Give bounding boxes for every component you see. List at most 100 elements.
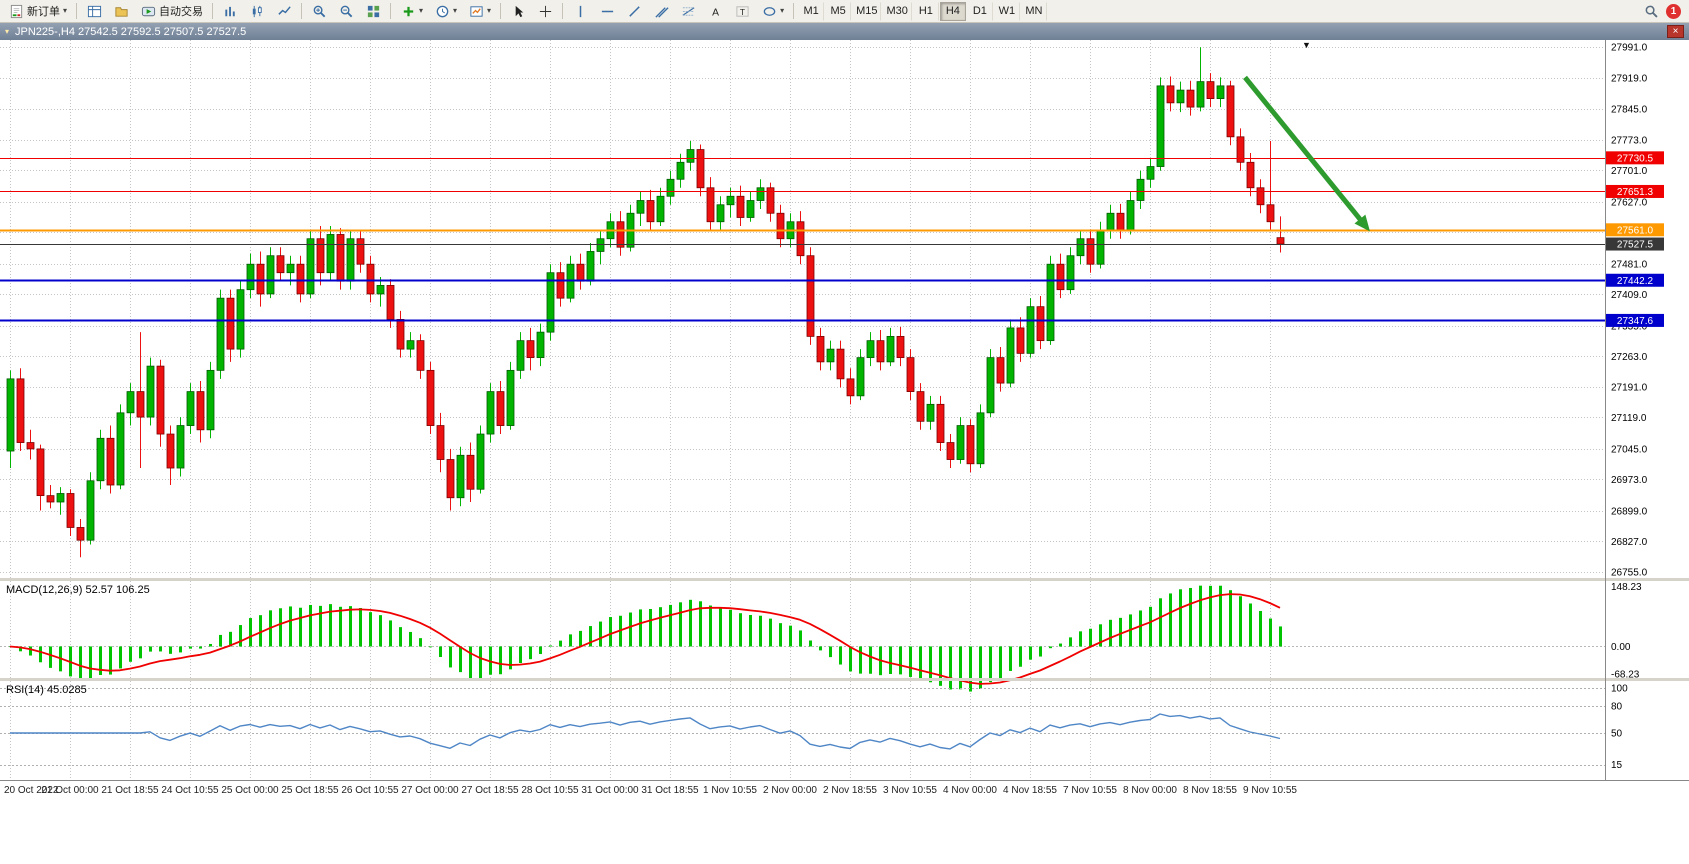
bar-chart-icon [222, 3, 238, 19]
zoom-out-button[interactable] [333, 1, 359, 21]
chart-menu-icon[interactable]: ▾ [5, 27, 10, 36]
new-order-button[interactable]: 新订单 ▾ [3, 1, 72, 21]
cursor-button[interactable] [505, 1, 531, 21]
svg-text:27919.0: 27919.0 [1611, 73, 1648, 84]
chart-title: JPN225-,H4 27542.5 27592.5 27507.5 27527… [15, 25, 247, 38]
shapes-button[interactable]: ▾ [756, 1, 789, 21]
svg-text:26755.0: 26755.0 [1611, 568, 1648, 579]
timeframe-m5[interactable]: M5 [825, 1, 852, 21]
panel-splitter[interactable] [0, 578, 1689, 581]
svg-text:27191.0: 27191.0 [1611, 382, 1648, 393]
svg-text:26899.0: 26899.0 [1611, 506, 1648, 517]
svg-text:0.00: 0.00 [1611, 642, 1631, 653]
svg-text:A: A [712, 7, 719, 18]
svg-text:26973.0: 26973.0 [1611, 475, 1648, 486]
new-order-icon [8, 3, 24, 19]
toolbar-separator [76, 3, 78, 19]
zoom-in-icon [311, 3, 327, 19]
templates-button[interactable]: ▾ [463, 1, 496, 21]
chevron-down-icon: ▾ [63, 6, 68, 15]
crosshair-button[interactable] [532, 1, 558, 21]
indicators-button[interactable]: ▾ [395, 1, 428, 21]
panel-splitter[interactable] [0, 678, 1689, 681]
candlestick-chart-button[interactable] [244, 1, 270, 21]
svg-text:27773.0: 27773.0 [1611, 135, 1648, 146]
svg-text:148.23: 148.23 [1611, 582, 1642, 593]
autotrading-button[interactable]: 自动交易 [135, 1, 208, 21]
toolbar-separator [212, 3, 214, 19]
svg-text:27627.0: 27627.0 [1611, 197, 1648, 208]
tile-windows-button[interactable] [360, 1, 386, 21]
profiles-button[interactable] [108, 1, 134, 21]
line-chart-button[interactable] [271, 1, 297, 21]
timeframe-d1[interactable]: D1 [967, 1, 993, 21]
candlestick-chart-icon [249, 3, 265, 19]
svg-text:26827.0: 26827.0 [1611, 537, 1648, 548]
shapes-icon [761, 3, 777, 19]
notification-badge[interactable]: 1 [1666, 3, 1681, 19]
svg-text:1 Nov 10:55: 1 Nov 10:55 [703, 785, 757, 796]
svg-text:20 Oct 2022: 20 Oct 2022 [4, 785, 59, 796]
cursor-icon [510, 3, 526, 19]
timeframe-m15[interactable]: M15 [852, 1, 882, 21]
svg-text:27442.2: 27442.2 [1617, 276, 1654, 287]
svg-text:9 Nov 10:55: 9 Nov 10:55 [1243, 785, 1297, 796]
svg-text:27 Oct 18:55: 27 Oct 18:55 [461, 785, 519, 796]
main-toolbar: 新订单 ▾ 自动交易 [0, 0, 1689, 23]
svg-text:27845.0: 27845.0 [1611, 105, 1648, 116]
channel-button[interactable] [648, 1, 674, 21]
svg-text:4 Nov 00:00: 4 Nov 00:00 [943, 785, 997, 796]
fibonacci-button[interactable] [675, 1, 701, 21]
svg-text:3 Nov 10:55: 3 Nov 10:55 [883, 785, 937, 796]
timeframe-mn[interactable]: MN [1021, 1, 1047, 21]
svg-text:100: 100 [1611, 684, 1628, 695]
chart-area[interactable]: 27991.0 27919.0 27845.0 27773.0 27701.0 27627… [0, 40, 1689, 800]
timeframe-h4[interactable]: H4 [939, 1, 966, 21]
close-icon[interactable]: × [1667, 25, 1684, 38]
horizontal-lines[interactable] [0, 158, 1605, 322]
search-icon[interactable] [1643, 3, 1659, 19]
autotrading-icon [140, 3, 156, 19]
svg-text:7 Nov 10:55: 7 Nov 10:55 [1063, 785, 1117, 796]
toolbar-separator [301, 3, 303, 19]
horizontal-line-button[interactable] [594, 1, 620, 21]
svg-text:27527.5: 27527.5 [1617, 240, 1654, 251]
candles [6, 47, 1285, 558]
periods-button[interactable]: ▾ [429, 1, 462, 21]
chevron-down-icon: ▾ [419, 6, 424, 15]
svg-text:-68.23: -68.23 [1611, 670, 1640, 681]
svg-text:27263.0: 27263.0 [1611, 352, 1648, 363]
svg-text:21 Oct 00:00: 21 Oct 00:00 [41, 785, 99, 796]
timeframe-m30[interactable]: M30 [882, 1, 912, 21]
text-label-button[interactable]: T [729, 1, 755, 21]
svg-text:27701.0: 27701.0 [1611, 166, 1648, 177]
new-chart-button[interactable] [81, 1, 107, 21]
equidistant-channel-icon [653, 3, 669, 19]
chevron-down-icon: ▾ [780, 6, 785, 15]
chart-canvas[interactable]: 27991.0 27919.0 27845.0 27773.0 27701.0 27627… [0, 40, 1689, 800]
price-scale[interactable]: 27991.0 27919.0 27845.0 27773.0 27701.0 27627… [1606, 43, 1664, 771]
profiles-icon [113, 3, 129, 19]
svg-text:26 Oct 10:55: 26 Oct 10:55 [341, 785, 399, 796]
svg-text:8 Nov 00:00: 8 Nov 00:00 [1123, 785, 1177, 796]
svg-text:31 Oct 00:00: 31 Oct 00:00 [581, 785, 639, 796]
vertical-line-button[interactable] [567, 1, 593, 21]
svg-text:27347.6: 27347.6 [1617, 316, 1654, 327]
indicators-plus-icon [400, 3, 416, 19]
zoom-in-button[interactable] [306, 1, 332, 21]
timeframe-h1[interactable]: H1 [913, 1, 939, 21]
trend-arrow[interactable] [1243, 75, 1370, 232]
chevron-down-icon: ▾ [487, 6, 492, 15]
scroll-to-end-icon[interactable]: ▼ [1302, 40, 1311, 50]
svg-text:2 Nov 00:00: 2 Nov 00:00 [763, 785, 817, 796]
svg-text:27991.0: 27991.0 [1611, 43, 1648, 54]
timeframe-w1[interactable]: W1 [994, 1, 1020, 21]
svg-text:50: 50 [1611, 729, 1623, 740]
grid [0, 40, 1605, 780]
text-button[interactable]: A [702, 1, 728, 21]
svg-text:T: T [739, 6, 744, 16]
bar-chart-button[interactable] [217, 1, 243, 21]
trendline-button[interactable] [621, 1, 647, 21]
timeframe-m1[interactable]: M1 [798, 1, 825, 21]
